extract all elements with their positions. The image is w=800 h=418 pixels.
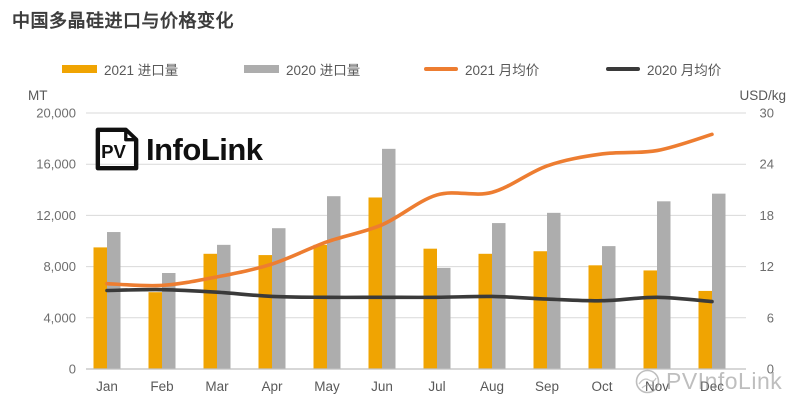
month-label: Jan (96, 379, 118, 394)
legend-label-2021-price: 2021 月均价 (465, 63, 540, 78)
legend-label-2020-imports: 2020 进口量 (286, 63, 361, 78)
imports-2021-bar (588, 265, 602, 369)
left-axis-tick-label: 20,000 (36, 106, 76, 121)
legend-swatch-2020-imports (244, 65, 279, 73)
pv-document-icon: PV (95, 127, 139, 171)
month-label: Oct (591, 379, 612, 394)
right-axis-tick-label: 24 (760, 157, 774, 172)
legend-item-2020-price: 2020 月均价 (606, 60, 721, 78)
imports-2020-bar (382, 148, 396, 369)
imports-2021-bar (423, 248, 437, 369)
imports-2021-bar (203, 253, 217, 369)
left-axis-tick-label: 0 (69, 362, 76, 377)
legend-item-2021-imports: 2021 进口量 (62, 60, 178, 78)
watermark-stamp-icon (635, 369, 660, 394)
month-label: Dec (700, 379, 724, 394)
imports-2021-bar (93, 247, 107, 369)
imports-2021-bar (643, 270, 657, 369)
right-axis-tick-label: 30 (760, 106, 774, 121)
left-axis-tick-label: 4,000 (43, 310, 76, 325)
left-axis-tick-label: 16,000 (36, 157, 76, 172)
month-label: Mar (205, 379, 229, 394)
imports-2020-bar (162, 273, 176, 369)
imports-2020-bar (217, 244, 231, 369)
month-label: Jul (428, 379, 445, 394)
left-axis-tick-label: 12,000 (36, 208, 76, 223)
legend-item-2021-price: 2021 月均价 (424, 60, 539, 78)
price-2020-line (105, 287, 714, 304)
legend-label-2020-price: 2020 月均价 (647, 63, 722, 78)
legend-swatch-2021-price (424, 67, 458, 71)
legend-item-2020-imports: 2020 进口量 (244, 60, 360, 78)
month-label: Jun (371, 379, 393, 394)
imports-2020-bar (327, 196, 341, 369)
imports-2021-bar (368, 197, 382, 369)
watermark-text: PVInfoLink (666, 368, 783, 394)
imports-2021-bar (533, 251, 547, 369)
imports-2020-bar (602, 246, 616, 369)
right-axis-unit: USD/kg (739, 88, 786, 103)
imports-2020-bar (107, 232, 121, 369)
left-axis-tick-label: 8,000 (43, 259, 76, 274)
right-axis-tick-label: 0 (767, 362, 774, 377)
month-label: Aug (480, 379, 504, 394)
left-axis-unit: MT (28, 88, 48, 103)
month-label: Apr (261, 379, 283, 394)
month-label: Feb (150, 379, 173, 394)
imports-2021-bar (148, 292, 162, 369)
pvinfolink-logo: PV InfoLink (94, 127, 263, 171)
imports-2021-bar (258, 255, 272, 369)
legend-swatch-2021-imports (62, 65, 97, 73)
legend-label-2021-imports: 2021 进口量 (104, 63, 179, 78)
month-label: Sep (535, 379, 559, 394)
imports-2020-bar (437, 267, 451, 369)
imports-2021-bar (478, 253, 492, 369)
price-2021-line (105, 132, 714, 288)
right-axis-tick-label: 18 (760, 208, 774, 223)
imports-2021-bar (313, 244, 327, 369)
imports-2020-bar (657, 201, 671, 369)
logo-wordmark: InfoLink (146, 131, 263, 167)
svg-text:PV: PV (101, 141, 126, 162)
imports-2020-bar (547, 212, 561, 369)
right-axis-tick-label: 12 (760, 259, 774, 274)
pvinfolink-watermark: PVInfoLink (634, 368, 782, 395)
legend-swatch-2020-price (606, 67, 640, 71)
chart-title: 中国多晶硅进口与价格变化 (12, 11, 234, 31)
month-label: May (314, 379, 340, 394)
imports-2020-bar (712, 193, 726, 369)
imports-2021-bar (698, 290, 712, 369)
right-axis-tick-label: 6 (767, 310, 774, 325)
